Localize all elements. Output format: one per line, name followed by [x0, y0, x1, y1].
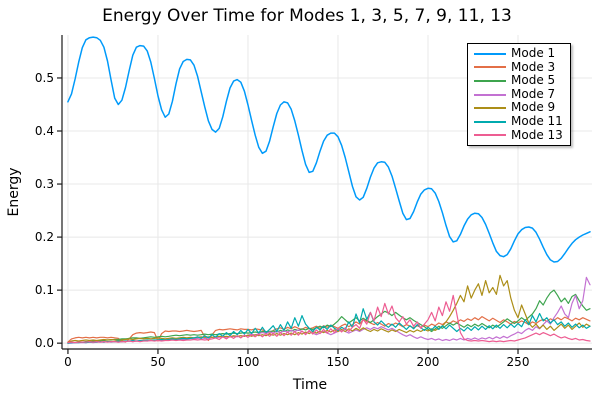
axes: [57, 35, 592, 354]
legend-label: Mode 1: [511, 46, 556, 60]
x-tick-label: 100: [237, 355, 260, 369]
y-tick-label: 0.3: [35, 177, 54, 191]
legend-line-sample: [474, 134, 506, 137]
x-tick-label: 150: [327, 355, 350, 369]
legend-label: Mode 11: [511, 113, 563, 128]
legend-item-mode-11: Mode 11: [468, 113, 570, 129]
legend-line-sample: [474, 66, 506, 69]
legend-item-mode-13: Mode 13: [468, 127, 570, 143]
legend-line-sample: [474, 93, 506, 96]
x-tick-label: 250: [507, 355, 530, 369]
legend-label: Mode 9: [511, 100, 556, 115]
series-lines: [67, 36, 591, 344]
legend-item-mode-3: Mode 3: [468, 59, 570, 75]
legend-item-mode-5: Mode 5: [468, 74, 570, 88]
legend-label: Mode 13: [511, 127, 563, 142]
series-line-mode-11: [67, 308, 591, 344]
legend-item-mode-7: Mode 7: [468, 86, 570, 102]
y-tick-label: 0.0: [35, 336, 54, 350]
x-tick-label: 200: [417, 355, 440, 369]
x-axis-label: Time: [292, 377, 327, 393]
legend-item-mode-1: Mode 1: [468, 46, 570, 61]
legend-label: Mode 5: [511, 73, 556, 88]
y-tick-label: 0.5: [35, 71, 54, 85]
legend-line-sample: [474, 107, 506, 110]
x-tick-label: 0: [64, 355, 72, 369]
chart-title: Energy Over Time for Modes 1, 3, 5, 7, 9…: [102, 6, 512, 26]
legend-item-mode-9: Mode 9: [468, 101, 570, 115]
series-line-mode-13: [67, 294, 591, 344]
legend-label: Mode 3: [511, 59, 556, 74]
legend: Mode 1 Mode 3 Mode 5 Mode 7 Mode 9 Mode 11 Mod…: [467, 43, 571, 147]
legend-line-sample: [474, 79, 506, 82]
y-tick-label: 0.2: [35, 230, 54, 244]
legend-label: Mode 7: [511, 86, 556, 101]
y-tick-label: 0.1: [35, 283, 54, 297]
legend-line-sample: [474, 52, 506, 55]
legend-line-sample: [474, 120, 506, 123]
tick-labels: 0 50 100 150 200 250 0.0 0.1 0.2 0.3 0.4 0.5: [35, 71, 530, 369]
x-tick-label: 50: [150, 355, 165, 369]
y-tick-label: 0.4: [35, 124, 54, 138]
series-line-mode-5: [67, 289, 591, 344]
series-line-mode-1: [67, 36, 591, 263]
y-axis-label: Energy: [6, 167, 22, 216]
